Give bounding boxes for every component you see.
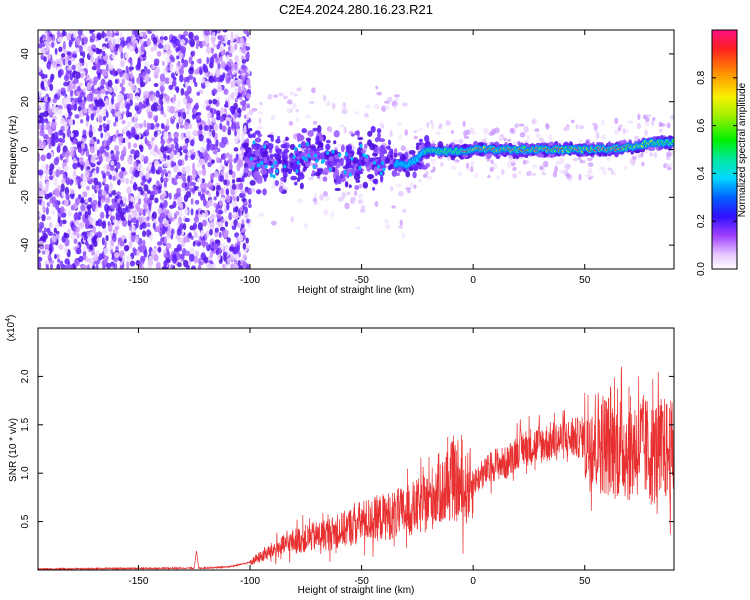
- multiplier-exponent: 4: [5, 318, 12, 322]
- spectrogram-x-tick-label: 50: [579, 275, 591, 286]
- snr-y-tick-label: 1.0: [20, 466, 31, 480]
- colorbar: 0.0 0.2 0.4 0.6 0.8 Normalized spectral ampl…: [696, 29, 748, 276]
- snr-panel: -150 -100 -50 0 50 0.5 1.0 1.5 2.0 Height of st…: [5, 315, 675, 596]
- spectrogram-panel: -150 -100 -50 0 50 -40 -20 0 20 40 Height of str…: [8, 29, 675, 296]
- spectrogram-x-label: Height of straight line (km): [298, 285, 415, 296]
- snr-x-tick-label: -150: [128, 576, 148, 587]
- spectrogram-y-tick-label: 0: [20, 146, 31, 152]
- colorbar-tick-label: 0.0: [696, 262, 707, 276]
- colorbar-gradient: [711, 29, 738, 270]
- spectrogram-x-tick-label: 0: [470, 275, 476, 286]
- snr-y-tick-label: 1.5: [20, 417, 31, 431]
- colorbar-tick-label: 0.2: [696, 214, 707, 228]
- snr-x-tick-label: 50: [579, 576, 591, 587]
- colorbar-label: Normalized spectral amplitude: [737, 82, 748, 217]
- snr-y-tick-label: 2.0: [20, 369, 31, 383]
- snr-y-tick-label: 0.5: [20, 514, 31, 528]
- figure-title: C2E4.2024.280.16.23.R21: [279, 2, 433, 17]
- snr-series-line: [38, 366, 674, 570]
- snr-x-ticks: -150 -100 -50 0 50: [128, 328, 591, 587]
- multiplier-base: (x10: [6, 321, 17, 341]
- colorbar-tick-label: 0.8: [696, 70, 707, 84]
- spectrogram-y-label: Frequency (Hz): [8, 116, 19, 185]
- colorbar-tick-label: 0.4: [696, 166, 707, 180]
- spectrogram-x-tick-label: -150: [128, 275, 148, 286]
- snr-y-label: SNR (10 * v/v): [8, 418, 19, 482]
- spectrogram-x-ticks: -150 -100 -50 0 50: [128, 30, 591, 286]
- spectrogram-x-tick-label: -50: [354, 275, 369, 286]
- snr-x-tick-label: 0: [470, 576, 476, 587]
- colorbar-tick-label: 0.6: [696, 118, 707, 132]
- spectrogram-y-tick-label: -40: [20, 237, 31, 252]
- multiplier-close: ): [6, 315, 17, 318]
- snr-y-multiplier: (x104): [5, 315, 17, 342]
- spectrogram-y-tick-label: 20: [20, 96, 31, 108]
- spectrogram-image: [38, 30, 674, 269]
- spectrogram-x-tick-label: -100: [240, 275, 260, 286]
- snr-frame: [37, 327, 675, 571]
- spectrogram-y-tick-label: 40: [20, 48, 31, 60]
- spectrogram-y-tick-label: -20: [20, 190, 31, 205]
- colorbar-ticks: 0.0 0.2 0.4 0.6 0.8: [696, 70, 737, 276]
- snr-y-ticks: 0.5 1.0 1.5 2.0: [20, 369, 674, 529]
- snr-x-label: Height of straight line (km): [298, 585, 415, 596]
- snr-x-tick-label: -100: [240, 576, 260, 587]
- spectrogram-y-ticks: -40 -20 0 20 40: [20, 48, 674, 252]
- snr-x-tick-label: -50: [354, 576, 369, 587]
